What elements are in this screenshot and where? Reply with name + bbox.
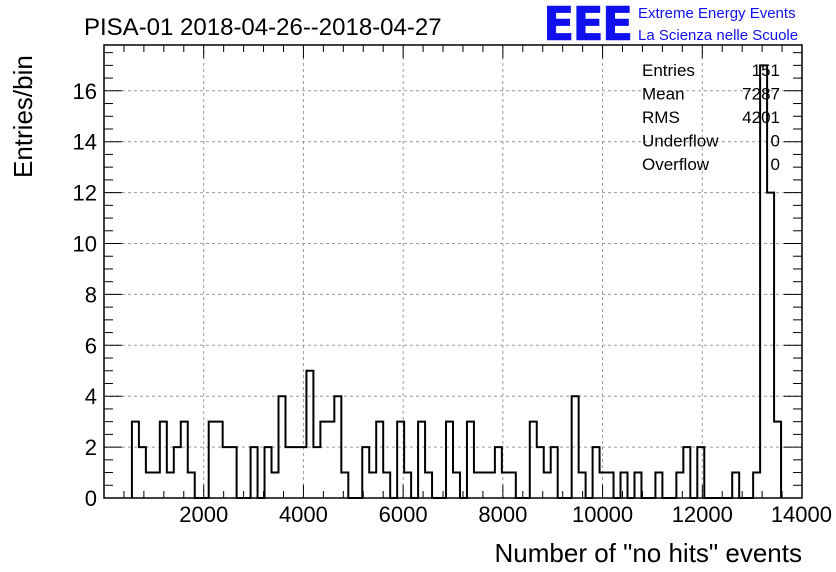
histogram-bin xyxy=(376,422,383,498)
histogram-bin xyxy=(732,473,739,498)
histogram-bin xyxy=(292,447,299,498)
histogram-bin xyxy=(320,422,327,498)
histogram-bin xyxy=(621,473,628,498)
histogram-bin xyxy=(418,422,425,498)
histogram-bin xyxy=(425,473,432,498)
stats-label: Underflow xyxy=(642,132,719,151)
histogram-bin xyxy=(383,473,390,498)
histogram-bin xyxy=(181,422,188,498)
x-tick-label: 8000 xyxy=(478,502,527,527)
histogram-bin xyxy=(753,473,760,498)
eee-logo: EEE Extreme Energy Events La Scienza nel… xyxy=(543,0,798,51)
histogram-bin xyxy=(306,371,313,498)
stats-value: 7287 xyxy=(742,85,780,104)
stats-value: 0 xyxy=(771,132,780,151)
histogram-bin xyxy=(593,447,600,498)
logo-line-1: Extreme Energy Events xyxy=(638,5,796,22)
x-tick-label: 14000 xyxy=(771,502,832,527)
y-tick-label: 16 xyxy=(73,79,97,104)
x-tick-labels: 2000 4000 6000 8000 10000 12000 14000 xyxy=(179,502,832,527)
y-tick-label: 12 xyxy=(73,181,97,206)
histogram-bin xyxy=(160,422,167,498)
histogram-bin xyxy=(467,422,474,498)
y-tick-label: 4 xyxy=(85,384,97,409)
logo-line-2: La Scienza nelle Scuole xyxy=(638,27,798,44)
x-tick-label: 4000 xyxy=(279,502,328,527)
histogram-bin xyxy=(279,396,286,498)
histogram-bin xyxy=(530,422,537,498)
histogram-bin xyxy=(537,447,544,498)
histogram-bin xyxy=(223,447,230,498)
histogram-bin xyxy=(683,447,690,498)
histogram-bin xyxy=(313,447,320,498)
histogram-bin xyxy=(285,447,292,498)
histogram-bin xyxy=(404,473,411,498)
stats-label: Overflow xyxy=(642,155,710,174)
histogram-bin xyxy=(146,473,153,498)
x-tick-label: 12000 xyxy=(672,502,733,527)
histogram-bin xyxy=(697,447,704,498)
histogram-bin xyxy=(544,473,551,498)
histogram-bin xyxy=(341,473,348,498)
histogram-bin xyxy=(188,473,195,498)
histogram-bin xyxy=(334,396,341,498)
x-tick-label: 6000 xyxy=(379,502,428,527)
stats-label: Mean xyxy=(642,85,685,104)
histogram-bin xyxy=(369,473,376,498)
plot-frame xyxy=(103,44,803,499)
y-tick-label: 2 xyxy=(85,435,97,460)
histogram-bin xyxy=(265,447,272,498)
histogram-bin xyxy=(453,473,460,498)
histogram-bin xyxy=(362,447,369,498)
y-axis-title: Entries/bin xyxy=(8,55,38,178)
y-tick-label: 14 xyxy=(73,130,97,155)
chart-title: PISA-01 2018-04-26--2018-04-27 xyxy=(84,14,442,41)
y-tick-label: 8 xyxy=(85,282,97,307)
histogram-bin xyxy=(230,447,237,498)
histogram-bin xyxy=(216,422,223,498)
y-tick-label: 6 xyxy=(85,333,97,358)
y-tick-labels: 0 2 4 6 8 10 12 14 16 xyxy=(73,79,97,511)
x-tick-label: 2000 xyxy=(179,502,228,527)
histogram-bin xyxy=(760,65,767,498)
histogram-outline xyxy=(130,64,783,499)
axis-ticks xyxy=(103,45,803,499)
histogram-bin xyxy=(209,422,216,498)
histogram-bin xyxy=(251,447,258,498)
histogram-bin xyxy=(481,473,488,498)
histogram-bin xyxy=(474,473,481,498)
histogram-bin xyxy=(551,447,558,498)
stats-value: 0 xyxy=(771,155,780,174)
histogram-bin xyxy=(174,447,181,498)
eee-logo-mark: EEE xyxy=(543,0,631,51)
histogram-bin xyxy=(509,473,516,498)
stats-value: 151 xyxy=(752,61,780,80)
histogram-bin xyxy=(327,422,334,498)
histogram-bin xyxy=(607,473,614,498)
stats-value: 4201 xyxy=(742,108,780,127)
histogram-bin xyxy=(132,422,139,498)
y-tick-label: 10 xyxy=(73,232,97,257)
histogram-bin xyxy=(153,473,160,498)
x-axis-title: Number of "no hits" events xyxy=(495,538,803,568)
stats-box: Entries 151 Mean 7287 RMS 4201 Underflow 0 Overf… xyxy=(642,61,780,174)
histogram-bin xyxy=(495,447,502,498)
histogram-bin xyxy=(634,473,641,498)
histogram-bin xyxy=(774,422,781,498)
histogram-bin xyxy=(655,473,662,498)
histogram-bin xyxy=(139,447,146,498)
histogram-bin xyxy=(572,396,579,498)
y-tick-label: 0 xyxy=(85,486,97,511)
histogram-bin xyxy=(272,473,279,498)
histogram-bins xyxy=(132,65,781,498)
histogram-bin xyxy=(167,473,174,498)
grid-lines xyxy=(104,45,802,498)
histogram-bin xyxy=(446,422,453,498)
stats-label: RMS xyxy=(642,108,680,127)
histogram-bin xyxy=(488,473,495,498)
x-tick-label: 10000 xyxy=(572,502,633,527)
histogram-bin xyxy=(767,193,774,498)
stats-label: Entries xyxy=(642,61,695,80)
